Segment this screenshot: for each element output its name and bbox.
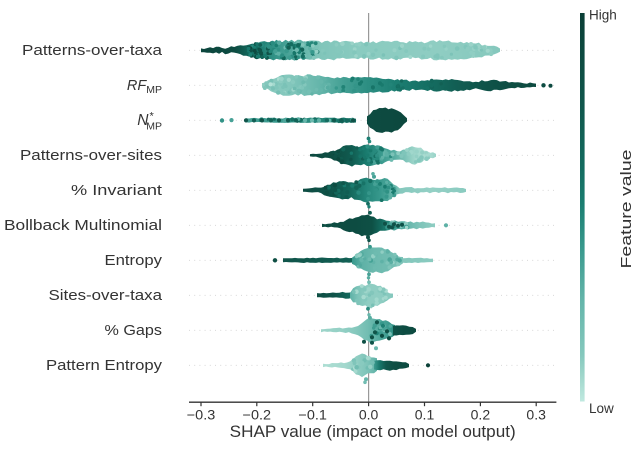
svg-text:Patterns-over-taxa: Patterns-over-taxa — [22, 43, 163, 59]
svg-text:Patterns-over-sites: Patterns-over-sites — [20, 148, 162, 164]
svg-text:N*MP: N* MP — [137, 111, 162, 133]
svg-text:−0.1: −0.1 — [298, 408, 327, 423]
svg-text:Bollback Multinomial: Bollback Multinomial — [4, 218, 162, 234]
svg-text:Low: Low — [589, 401, 614, 416]
svg-text:−0.2: −0.2 — [243, 408, 272, 423]
svg-text:High: High — [589, 8, 617, 23]
svg-text:Pattern Entropy: Pattern Entropy — [46, 358, 163, 374]
svg-text:SHAP value (impact on model ou: SHAP value (impact on model output) — [230, 422, 516, 441]
svg-text:−0.3: −0.3 — [187, 408, 216, 423]
svg-text:Feature value: Feature value — [619, 150, 635, 269]
svg-text:% Invariant: % Invariant — [71, 183, 162, 199]
svg-text:Sites-over-taxa: Sites-over-taxa — [49, 288, 164, 304]
svg-text:0.3: 0.3 — [526, 408, 546, 423]
svg-text:% Gaps: % Gaps — [105, 323, 163, 339]
svg-text:Entropy: Entropy — [105, 253, 163, 269]
svg-text:RFMP: RFMP — [127, 78, 162, 96]
svg-text:0.0: 0.0 — [359, 408, 379, 423]
svg-text:0.2: 0.2 — [471, 408, 491, 423]
svg-text:0.1: 0.1 — [415, 408, 435, 423]
